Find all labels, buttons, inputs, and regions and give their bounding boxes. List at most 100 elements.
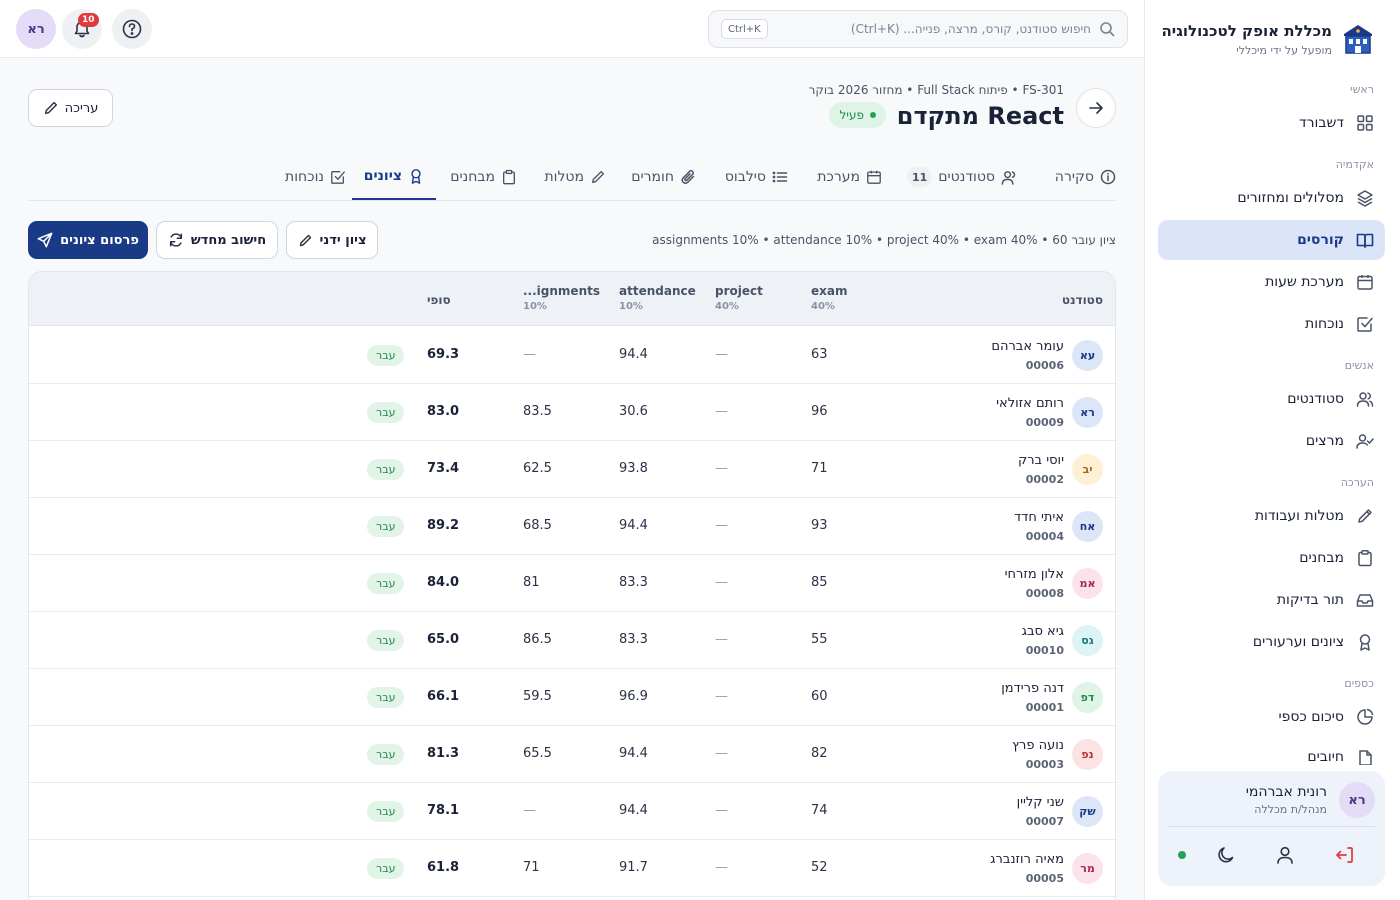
tab-exams[interactable]: מבחנים	[450, 154, 517, 200]
sidebar-item-review-queue[interactable]: תור בדיקות	[1144, 580, 1400, 620]
tab-assignments[interactable]: מטלות	[544, 154, 606, 200]
status-badge: עבר	[367, 402, 405, 423]
cell-exam: 85	[811, 575, 828, 590]
sidebar-item-schedule[interactable]: מערכת שעות	[1144, 262, 1400, 302]
tab-schedule[interactable]: מערכת	[817, 154, 882, 200]
file-icon	[1356, 749, 1374, 765]
student-name[interactable]: דנה פרידמן	[1001, 681, 1064, 696]
table-row[interactable]: רא רותם אזולאי 00009 96 — 30.6 83.5 83.0 עבר	[29, 384, 1115, 441]
table-row[interactable]: אמ אלון מזרחי 00008 85 — 83.3 81 84.0 עבר	[29, 555, 1115, 612]
table-header: סטודנט exam 40% project 40% attendance 1…	[29, 272, 1115, 326]
table-row[interactable]: גס גיא סבג 00010 55 — 83.3 86.5 65.0 עבר	[29, 612, 1115, 669]
student-id: 00010	[1025, 644, 1064, 657]
cell-assignments: 59.5	[523, 689, 552, 704]
status-badge: עבר	[367, 687, 405, 708]
student-name[interactable]: רותם אזולאי	[996, 396, 1064, 411]
notifications-button[interactable]: 10	[62, 9, 102, 49]
sidebar-item-students[interactable]: סטודנטים	[1144, 379, 1400, 419]
brand[interactable]: מכללת אופק לטכנולוגיה מופעל על ידי מיכלל…	[1160, 22, 1374, 62]
tab-syllabus[interactable]: סילבוס	[725, 154, 788, 200]
search-icon	[1099, 21, 1115, 37]
student-name[interactable]: נועה פרץ	[1012, 738, 1064, 753]
edit-button[interactable]: עריכה	[28, 89, 113, 127]
table-row[interactable]: שק שני קליין 00007 74 — 94.4 — 78.1 עבר	[29, 783, 1115, 840]
edit-label: עריכה	[64, 100, 99, 116]
student-avatar: אמ	[1072, 568, 1103, 599]
tab-label: מטלות	[544, 169, 584, 185]
list-icon	[772, 171, 788, 183]
profile-button[interactable]	[1273, 843, 1297, 867]
help-icon	[122, 19, 142, 39]
cell-attendance: 96.9	[619, 689, 648, 704]
back-button[interactable]	[1076, 88, 1116, 128]
tab-overview[interactable]: סקירה	[1055, 154, 1116, 200]
status-badge: עבר	[367, 744, 405, 765]
manual-grade-button[interactable]: ציון ידני	[286, 221, 378, 259]
table-row[interactable]: עא עומר אברהם 00006 63 — 94.4 — 69.3 עבר	[29, 327, 1115, 384]
user-avatar[interactable]: רא	[1339, 782, 1375, 818]
student-avatar: אח	[1072, 511, 1103, 542]
student-name[interactable]: שני קליין	[1016, 795, 1064, 810]
sidebar-item-grades-appeals[interactable]: ציונים וערעורים	[1144, 622, 1400, 662]
search-input[interactable]: חיפוש סטודנט, קורס, מרצה, פנייה... (Ctrl…	[708, 10, 1128, 48]
student-name[interactable]: אלון מזרחי	[1004, 567, 1064, 582]
student-name[interactable]: מאיה רוזנברג	[990, 852, 1064, 867]
tab-materials[interactable]: חומרים	[631, 154, 696, 200]
top-user-avatar[interactable]: רא	[16, 9, 56, 49]
status-badge: עבר	[367, 858, 405, 879]
tab-count-badge: 11	[906, 167, 933, 187]
column-header-student[interactable]: סטודנט	[1061, 293, 1103, 307]
sidebar-item-label: ציונים וערעורים	[1252, 634, 1344, 650]
award-icon	[411, 169, 421, 184]
table-row[interactable]: יב יוסי ברק 00002 71 — 93.8 62.5 73.4 עבר	[29, 441, 1115, 498]
sidebar-item-charges[interactable]: חיובים	[1144, 739, 1400, 765]
sidebar-item-exams[interactable]: מבחנים	[1144, 538, 1400, 578]
user-role: מנהל/ת מכללה	[1254, 803, 1327, 816]
cell-project: —	[715, 461, 728, 476]
sidebar-item-tracks[interactable]: מסלולים ומחזורים	[1144, 178, 1400, 218]
recalculate-button[interactable]: חישוב מחדש	[156, 221, 278, 259]
help-button[interactable]	[112, 9, 152, 49]
sidebar-item-dashboard[interactable]: דשבורד	[1144, 103, 1400, 143]
publish-grades-button[interactable]: פרסום ציונים	[28, 221, 148, 259]
cell-project: —	[715, 746, 728, 761]
sidebar-item-assignments[interactable]: מטלות ועבודות	[1144, 496, 1400, 536]
student-name[interactable]: גיא סבג	[1021, 624, 1064, 639]
online-status-indicator	[1178, 851, 1186, 859]
paperclip-icon	[681, 170, 695, 185]
sidebar-item-attendance[interactable]: נוכחות	[1144, 304, 1400, 344]
sidebar-item-courses[interactable]: קורסים	[1158, 220, 1385, 260]
pencil-icon	[299, 234, 311, 246]
brand-title: מכללת אופק לטכנולוגיה	[1161, 22, 1332, 40]
student-name[interactable]: יוסי ברק	[1017, 453, 1064, 468]
sidebar-item-lecturers[interactable]: מרצים	[1144, 421, 1400, 461]
layers-icon	[1356, 189, 1374, 207]
table-row[interactable]: דפ דנה פרידמן 00001 60 — 96.9 59.5 66.1 עבר	[29, 669, 1115, 726]
tab-students[interactable]: סטודנטים 11	[906, 154, 1018, 200]
breadcrumb: FS-301 • פיתוח Full Stack • מחזור 2026 ב…	[808, 83, 1064, 97]
cell-exam: 52	[811, 860, 828, 875]
tab-attendance[interactable]: נוכחות	[285, 154, 346, 200]
column-header-project[interactable]: project 40%	[715, 284, 763, 312]
student-name[interactable]: איתי חדד	[1014, 510, 1064, 525]
column-header-final[interactable]: סופי	[427, 293, 451, 307]
logout-button[interactable]	[1333, 843, 1357, 867]
cell-attendance: 94.4	[619, 746, 648, 761]
cell-assignments: 71	[523, 860, 540, 875]
column-header-exam[interactable]: exam 40%	[811, 284, 847, 312]
table-row[interactable]: נפ נועה פרץ 00003 82 — 94.4 65.5 81.3 עבר	[29, 726, 1115, 783]
tab-grades[interactable]: ציונים	[351, 154, 436, 200]
cell-attendance: 83.3	[619, 632, 648, 647]
table-row[interactable]: אח איתי חדד 00004 93 — 94.4 68.5 89.2 עבר	[29, 498, 1115, 555]
cell-final-grade: 73.4	[427, 461, 460, 476]
cell-attendance: 94.4	[619, 803, 648, 818]
table-row[interactable]: מר מאיה רוזנברג 00005 52 — 91.7 71 61.8 עבר	[29, 840, 1115, 897]
column-header-attendance[interactable]: attendance 10%	[619, 284, 696, 312]
college-logo-icon	[1342, 22, 1374, 56]
sidebar-item-finance-summary[interactable]: סיכום כספי	[1144, 697, 1400, 737]
column-header-assignments[interactable]: ...ignments 10%	[523, 284, 600, 312]
button-label: חישוב מחדש	[190, 232, 267, 248]
student-name[interactable]: עומר אברהם	[991, 339, 1064, 354]
theme-toggle-button[interactable]	[1214, 843, 1238, 867]
cell-final-grade: 84.0	[427, 575, 460, 590]
